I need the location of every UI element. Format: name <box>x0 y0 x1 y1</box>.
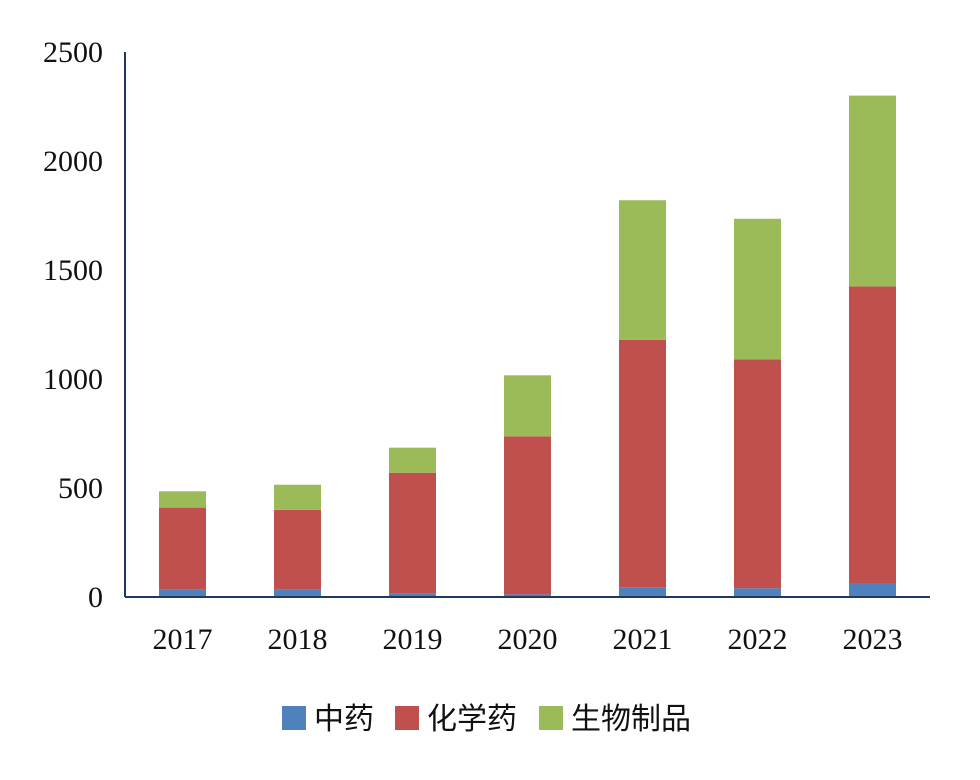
bar-segment-2017-series-2 <box>159 491 206 508</box>
x-tick-labels: 2017 2018 2019 2020 2021 2022 2023 <box>153 623 903 656</box>
bar-segment-2020-series-2 <box>504 375 551 437</box>
legend-label-series-2: 生物制品 <box>571 702 691 737</box>
bar-segment-2023-series-1 <box>849 286 896 584</box>
bar-segment-2022-series-1 <box>734 359 781 589</box>
legend-label-series-1: 化学药 <box>427 702 517 737</box>
y-tick-label: 0 <box>88 581 103 614</box>
x-tick-label: 2023 <box>843 623 903 656</box>
legend-swatch-series-2 <box>539 706 563 730</box>
y-tick-label: 2000 <box>43 145 103 178</box>
x-tick-label: 2017 <box>153 623 213 656</box>
bar-segment-2021-series-2 <box>619 200 666 340</box>
bar-segment-2020-series-0 <box>504 594 551 597</box>
bar-segment-2019-series-2 <box>389 447 436 473</box>
bar-segment-2017-series-0 <box>159 589 206 597</box>
axes-layer <box>124 52 930 598</box>
bar-segment-2021-series-1 <box>619 339 666 588</box>
x-tick-label: 2019 <box>383 623 443 656</box>
bars-layer <box>159 95 896 597</box>
x-tick-label: 2020 <box>498 623 558 656</box>
bar-segment-2021-series-0 <box>619 587 666 597</box>
y-tick-label: 1000 <box>43 363 103 396</box>
legend: 中药 化学药 生物制品 <box>282 702 691 737</box>
bar-segment-2018-series-0 <box>274 589 321 597</box>
bar-segment-2017-series-1 <box>159 507 206 590</box>
x-tick-label: 2021 <box>613 623 673 656</box>
y-tick-labels: 0 500 1000 1500 2000 2500 <box>43 36 103 614</box>
bar-segment-2020-series-1 <box>504 436 551 595</box>
bar-segment-2022-series-0 <box>734 588 781 597</box>
legend-swatch-series-1 <box>395 706 419 730</box>
y-tick-label: 1500 <box>43 254 103 287</box>
y-tick-label: 2500 <box>43 36 103 69</box>
legend-swatch-series-0 <box>282 706 306 730</box>
bar-segment-2019-series-1 <box>389 472 436 594</box>
bar-segment-2018-series-2 <box>274 484 321 510</box>
x-tick-label: 2022 <box>728 623 788 656</box>
legend-label-series-0: 中药 <box>314 702 374 737</box>
bar-segment-2019-series-0 <box>389 593 436 597</box>
bar-segment-2022-series-2 <box>734 218 781 360</box>
x-tick-label: 2018 <box>268 623 328 656</box>
bar-segment-2023-series-0 <box>849 583 896 597</box>
bar-segment-2023-series-2 <box>849 95 896 287</box>
y-tick-label: 500 <box>58 472 103 505</box>
bar-segment-2018-series-1 <box>274 509 321 590</box>
